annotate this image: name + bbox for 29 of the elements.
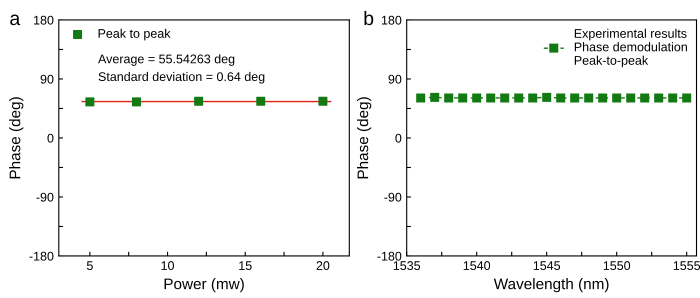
x-tick-label: 10 (162, 261, 174, 270)
x-tick-label: 5 (86, 261, 93, 270)
y-tick-label: -90 (36, 192, 54, 202)
y-tick-label: 180 (382, 16, 402, 25)
y-tick-label: -180 (29, 252, 54, 261)
y-axis-title: Phase (deg) (357, 97, 372, 178)
y-tick-label: 90 (388, 74, 402, 84)
y-tick-label: 0 (47, 134, 54, 143)
x-tick-label: 1550 (604, 261, 630, 270)
y-axis-title: Phase (deg) (9, 97, 24, 178)
y-tick-label: -90 (384, 192, 402, 202)
y-tick-label: -180 (377, 252, 402, 261)
chart-title: b (364, 10, 374, 26)
legend-label: Experimental results Phase demodulation Peak-to-peak (574, 28, 687, 68)
x-tick-label: 1535 (394, 261, 420, 270)
x-axis-title: Power (mw) (164, 278, 244, 292)
legend-label: Peak to peak (98, 28, 171, 40)
y-tick-label: 180 (34, 16, 54, 25)
x-tick-label: 1545 (534, 261, 560, 270)
y-tick-label: 0 (395, 134, 402, 143)
x-axis-title: Wavelength (nm) (494, 278, 609, 292)
x-tick-label: 1555 (674, 261, 700, 270)
annotation: Standard deviation = 0.64 deg (98, 72, 264, 84)
annotation: Average = 55.54263 deg (98, 54, 234, 66)
chart-title: a (10, 14, 20, 26)
x-tick-label: 15 (239, 261, 252, 270)
x-tick-label: 20 (316, 261, 330, 270)
x-tick-label: 1540 (464, 261, 490, 270)
y-tick-label: 90 (40, 74, 54, 84)
